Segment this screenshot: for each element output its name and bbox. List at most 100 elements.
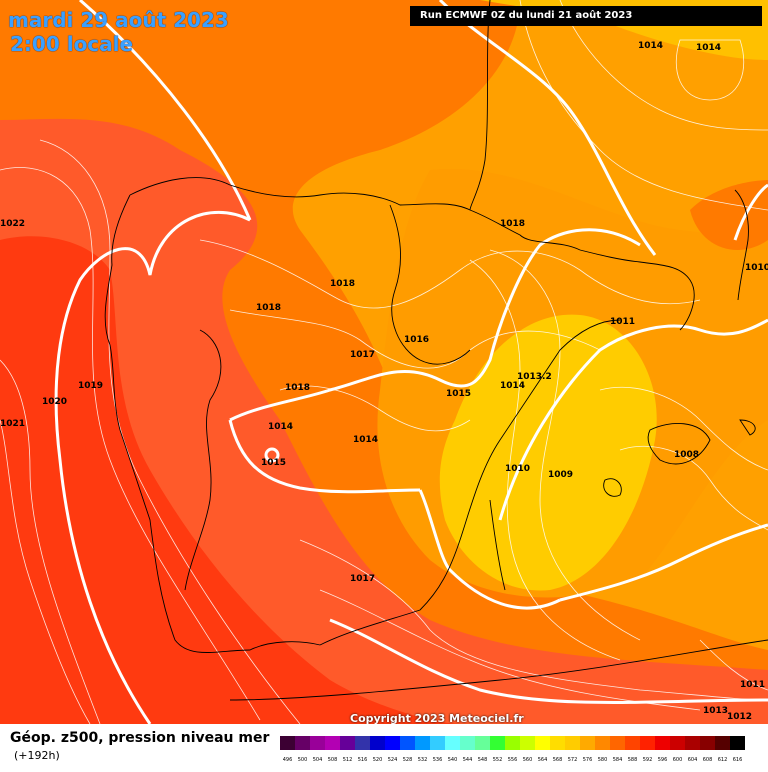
legend-value: 612 [718, 757, 728, 763]
legend-value: 504 [313, 757, 323, 763]
legend-value: 604 [688, 757, 698, 763]
isobar-label: 1014 [638, 41, 663, 51]
legend-value: 544 [463, 757, 473, 763]
legend-swatch [655, 736, 670, 750]
run-info: Run ECMWF 0Z du lundi 21 août 2023 [410, 6, 762, 26]
isobar-label: 1018 [285, 383, 310, 393]
isobar-label: 1016 [404, 335, 429, 345]
field-572-center [439, 314, 657, 591]
legend-value: 600 [673, 757, 683, 763]
legend-value: 536 [433, 757, 443, 763]
legend-value: 596 [658, 757, 668, 763]
legend-value: 608 [703, 757, 713, 763]
isobar-label: 1021 [0, 419, 25, 429]
isobar-label: 1008 [674, 450, 699, 460]
color-legend: 496 500 504 508 512 516 520 524 528 532 536 540 544 5… [280, 736, 745, 763]
legend-swatch [310, 736, 325, 750]
legend-swatch [490, 736, 505, 750]
forecast-date: mardi 29 août 2023 [8, 8, 229, 32]
legend-value: 584 [613, 757, 623, 763]
isobar-label: 1014 [268, 422, 293, 432]
isobar-label: 1010 [745, 263, 768, 273]
legend-swatch [730, 736, 745, 750]
field-name: Géop. z500, pression niveau mer [10, 730, 270, 746]
legend-swatch [460, 736, 475, 750]
legend-swatch [550, 736, 565, 750]
legend-value: 552 [493, 757, 503, 763]
isobar-label: 1009 [548, 470, 573, 480]
legend-value: 580 [598, 757, 608, 763]
legend-swatch [415, 736, 430, 750]
legend-swatch [595, 736, 610, 750]
isobar-label: 1010 [505, 464, 530, 474]
field-592 [0, 236, 460, 724]
forecast-time: 2:00 locale [10, 32, 134, 56]
legend-swatch [385, 736, 400, 750]
legend-value: 500 [298, 757, 308, 763]
isobar-label: 1022 [0, 219, 25, 229]
legend-value: 588 [628, 757, 638, 763]
legend-value: 524 [388, 757, 398, 763]
isobar-label: 1017 [350, 574, 375, 584]
geopotential-lines [54, 0, 768, 725]
legend-value: 616 [733, 757, 743, 763]
isobar-label: 1011 [740, 680, 765, 690]
legend-swatch [295, 736, 310, 750]
legend-swatch [700, 736, 715, 750]
legend-value: 540 [448, 757, 458, 763]
forecast-step: (+192h) [14, 749, 60, 762]
legend-swatch [430, 736, 445, 750]
legend-value: 512 [343, 757, 353, 763]
legend-value: 556 [508, 757, 518, 763]
isobars [0, 0, 768, 725]
legend-swatch [505, 736, 520, 750]
legend-value: 516 [358, 757, 368, 763]
legend-swatch [400, 736, 415, 750]
legend-value: 520 [373, 757, 383, 763]
geopotential-fields [0, 0, 768, 724]
legend-value: 572 [568, 757, 578, 763]
legend-value: 532 [418, 757, 428, 763]
legend-swatch [715, 736, 730, 750]
legend-swatch [670, 736, 685, 750]
isobar-label: 1018 [256, 303, 281, 313]
legend-swatch [280, 736, 295, 750]
legend-swatch [355, 736, 370, 750]
legend-swatch [565, 736, 580, 750]
legend-swatch [340, 736, 355, 750]
legend-value: 528 [403, 757, 413, 763]
legend-swatch [610, 736, 625, 750]
isobar-label: 1014 [353, 435, 378, 445]
isobar-label: 1014 [500, 381, 525, 391]
legend-value: 508 [328, 757, 338, 763]
legend-value: 496 [283, 757, 293, 763]
legend-swatch [325, 736, 340, 750]
isobar-label: 1011 [610, 317, 635, 327]
legend-value: 568 [553, 757, 563, 763]
copyright: Copyright 2023 Meteociel.fr [350, 712, 524, 725]
isobar-label: 1015 [446, 389, 471, 399]
isobar-label: 1012 [727, 712, 752, 722]
legend-value: 564 [538, 757, 548, 763]
legend-swatch [580, 736, 595, 750]
isobar-labels: 1014 1014 1022 1018 1010 1018 1018 1017 … [0, 41, 768, 722]
legend-value: 560 [523, 757, 533, 763]
legend-value: 592 [643, 757, 653, 763]
isobar-label: 1014 [696, 43, 721, 53]
coastlines [104, 0, 768, 701]
isobar-label: 1018 [500, 219, 525, 229]
legend-value: 548 [478, 757, 488, 763]
isobar-label: 1018 [330, 279, 355, 289]
legend-value: 576 [583, 757, 593, 763]
isobar-label: 1017 [350, 350, 375, 360]
legend-swatch [445, 736, 460, 750]
legend-swatch [520, 736, 535, 750]
isobar-label: 1013.2 [517, 372, 552, 382]
isobar-label: 1015 [261, 458, 286, 468]
legend-swatch [625, 736, 640, 750]
legend-swatch [535, 736, 550, 750]
legend-swatch [640, 736, 655, 750]
legend-swatch [685, 736, 700, 750]
